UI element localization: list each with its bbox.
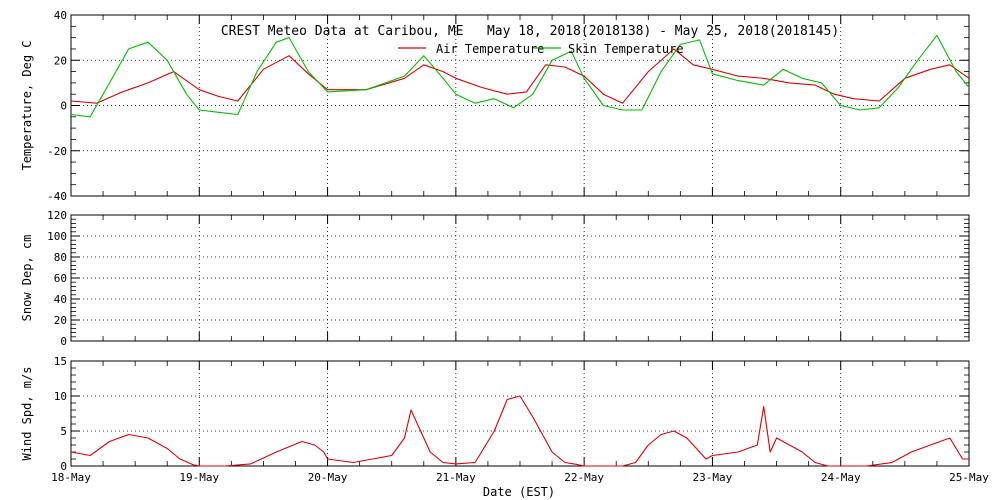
y-tick-label: 60 [54, 272, 67, 285]
y-tick-label: 120 [47, 209, 67, 222]
y-tick-label: 20 [54, 54, 67, 67]
y-tick-label: 40 [54, 9, 67, 22]
y-tick-label: -40 [47, 190, 67, 203]
y-tick-label: 5 [60, 425, 67, 438]
legend-label: Air Temperature [436, 42, 544, 56]
chart-title: CREST Meteo Data at Caribou, ME May 18, … [221, 24, 839, 39]
panel-1: -40 -20 0 20 40 Temperature, Deg C Air Tempera… [20, 9, 970, 203]
x-tick-label: 21-May [436, 471, 476, 484]
panel-2: 0 20 40 60 80 100 120 Snow Dep, cm [20, 209, 970, 348]
x-tick-label: 23-May [693, 471, 733, 484]
x-tick-label: 18-May [51, 471, 91, 484]
y-tick-label: 40 [54, 293, 67, 306]
y-tick-label: 15 [54, 355, 67, 368]
x-tick-label: 19-May [179, 471, 219, 484]
chart-panels: -40 -20 0 20 40 Temperature, Deg C Air Tempera… [20, 9, 989, 484]
x-axis-label: Date (EST) [483, 485, 555, 499]
y-tick-label: 20 [54, 314, 67, 327]
series-line-wind-speed [70, 395, 969, 467]
y-axis-label: Temperature, Deg C [20, 40, 34, 170]
x-tick-label: 20-May [308, 471, 348, 484]
x-tick-label: 25-May [949, 471, 989, 484]
legend: Air Temperature Skin Temperature [398, 42, 684, 56]
series-line-skin-temperature [70, 34, 970, 118]
legend-label: Skin Temperature [568, 42, 684, 56]
y-tick-label: 10 [54, 390, 67, 403]
y-tick-label: 80 [54, 251, 67, 264]
y-tick-label: 0 [60, 460, 67, 473]
y-tick-label: 0 [60, 335, 67, 348]
y-tick-label: 0 [60, 100, 67, 113]
y-tick-label: -20 [47, 145, 67, 158]
y-tick-label: 100 [47, 230, 67, 243]
x-tick-label: 22-May [564, 471, 604, 484]
x-tick-label: 24-May [821, 471, 861, 484]
panel-3: 0 5 10 15 Wind Spd, m/s 18-May 19-May 20-May 21-… [20, 355, 989, 484]
series-line-air-temperature [70, 48, 970, 104]
y-axis-label: Wind Spd, m/s [20, 367, 34, 461]
y-axis-label: Snow Dep, cm [20, 235, 34, 322]
